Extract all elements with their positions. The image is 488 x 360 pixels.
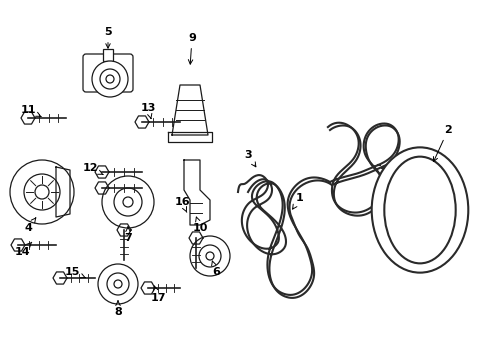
Text: 2: 2 (432, 125, 451, 162)
Circle shape (106, 75, 114, 83)
Text: 3: 3 (244, 150, 255, 167)
Text: 11: 11 (20, 105, 41, 117)
Text: 14: 14 (14, 242, 32, 257)
Circle shape (123, 197, 133, 207)
Text: 13: 13 (140, 103, 155, 119)
Text: 4: 4 (24, 218, 36, 233)
Circle shape (190, 236, 229, 276)
Text: 10: 10 (192, 217, 207, 233)
Circle shape (10, 160, 74, 224)
Text: 8: 8 (114, 301, 122, 317)
Circle shape (114, 188, 142, 216)
Text: 6: 6 (211, 261, 220, 277)
Circle shape (114, 280, 122, 288)
Circle shape (199, 245, 221, 267)
Circle shape (24, 174, 60, 210)
Text: 16: 16 (174, 197, 189, 212)
Text: 12: 12 (82, 163, 103, 175)
Text: 9: 9 (188, 33, 196, 64)
Circle shape (98, 264, 138, 304)
Ellipse shape (371, 147, 468, 273)
Ellipse shape (384, 157, 455, 264)
Circle shape (92, 61, 128, 97)
Circle shape (102, 176, 154, 228)
FancyBboxPatch shape (83, 54, 133, 92)
Circle shape (35, 185, 49, 199)
Circle shape (205, 252, 214, 260)
Text: 5: 5 (104, 27, 112, 48)
Text: 7: 7 (124, 227, 132, 243)
Bar (103, 49, 113, 61)
Circle shape (100, 69, 120, 89)
Circle shape (107, 273, 129, 295)
Text: 15: 15 (64, 267, 85, 278)
Text: 1: 1 (292, 193, 303, 209)
Text: 17: 17 (150, 286, 165, 303)
